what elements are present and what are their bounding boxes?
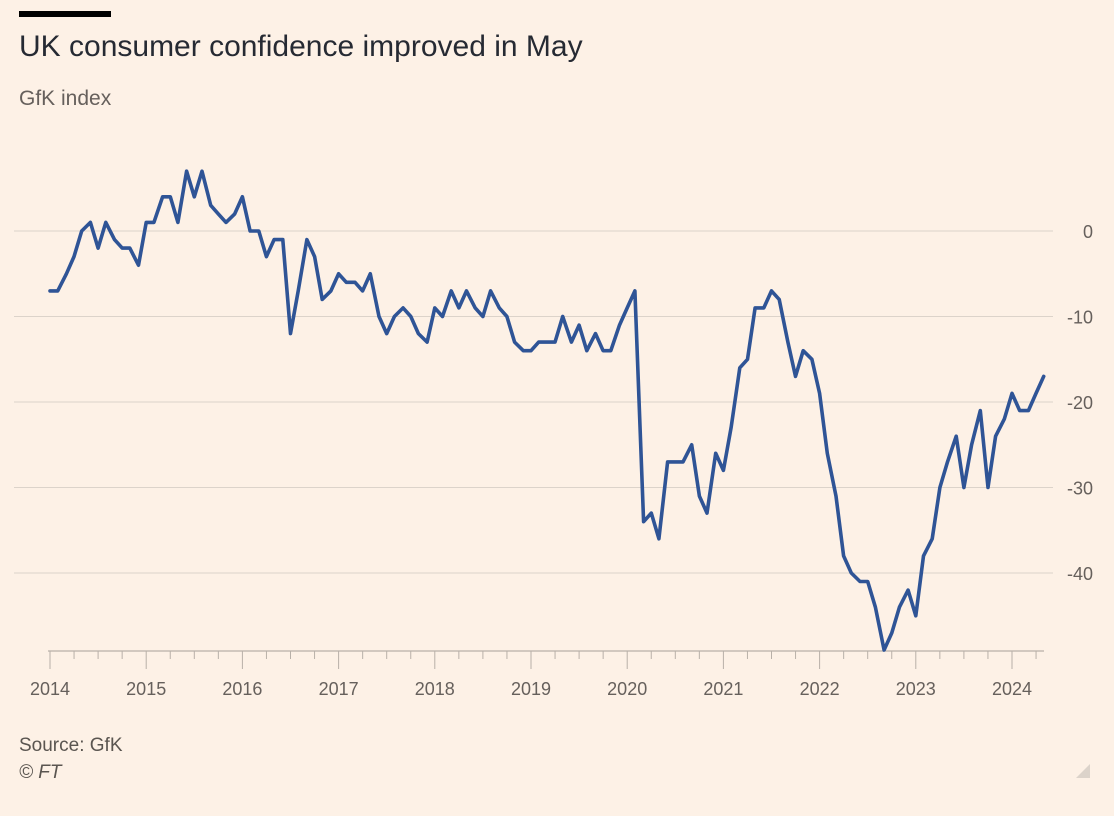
chart-title: UK consumer confidence improved in May	[19, 30, 583, 63]
series-layer	[48, 169, 1046, 652]
x-tick-label: 2022	[800, 679, 840, 699]
grid-layer	[14, 230, 1053, 574]
x-tick-label: 2014	[30, 679, 70, 699]
chart-subtitle: GfK index	[19, 87, 112, 110]
x-tick-labels: 2014 2015 2016 2017 2018 2019 2020 2021 2022 2023…	[30, 679, 1032, 699]
x-tick-label: 2017	[319, 679, 359, 699]
y-tick-label: -30	[1067, 479, 1093, 499]
x-tick-label: 2020	[607, 679, 647, 699]
source-note: Source: GfK	[19, 735, 123, 756]
header-accent-bar	[19, 11, 111, 17]
y-tick-label: 0	[1083, 222, 1093, 242]
x-tick-label: 2016	[222, 679, 262, 699]
copyright-note: © FT	[19, 762, 62, 783]
resize-handle-icon[interactable]	[1076, 764, 1090, 778]
x-tick-label: 2015	[126, 679, 166, 699]
x-tick-label: 2018	[415, 679, 455, 699]
x-tick-label: 2021	[703, 679, 743, 699]
series-line	[48, 169, 1046, 652]
y-tick-label: -40	[1067, 564, 1093, 584]
x-tick-label: 2024	[992, 679, 1032, 699]
y-tick-label: -20	[1067, 393, 1093, 413]
y-tick-label: -10	[1067, 308, 1093, 328]
y-axis: 0 -10 -20 -30 -40	[1067, 222, 1093, 584]
x-tick-label: 2019	[511, 679, 551, 699]
x-axis	[48, 650, 1044, 669]
x-tick-label: 2023	[896, 679, 936, 699]
